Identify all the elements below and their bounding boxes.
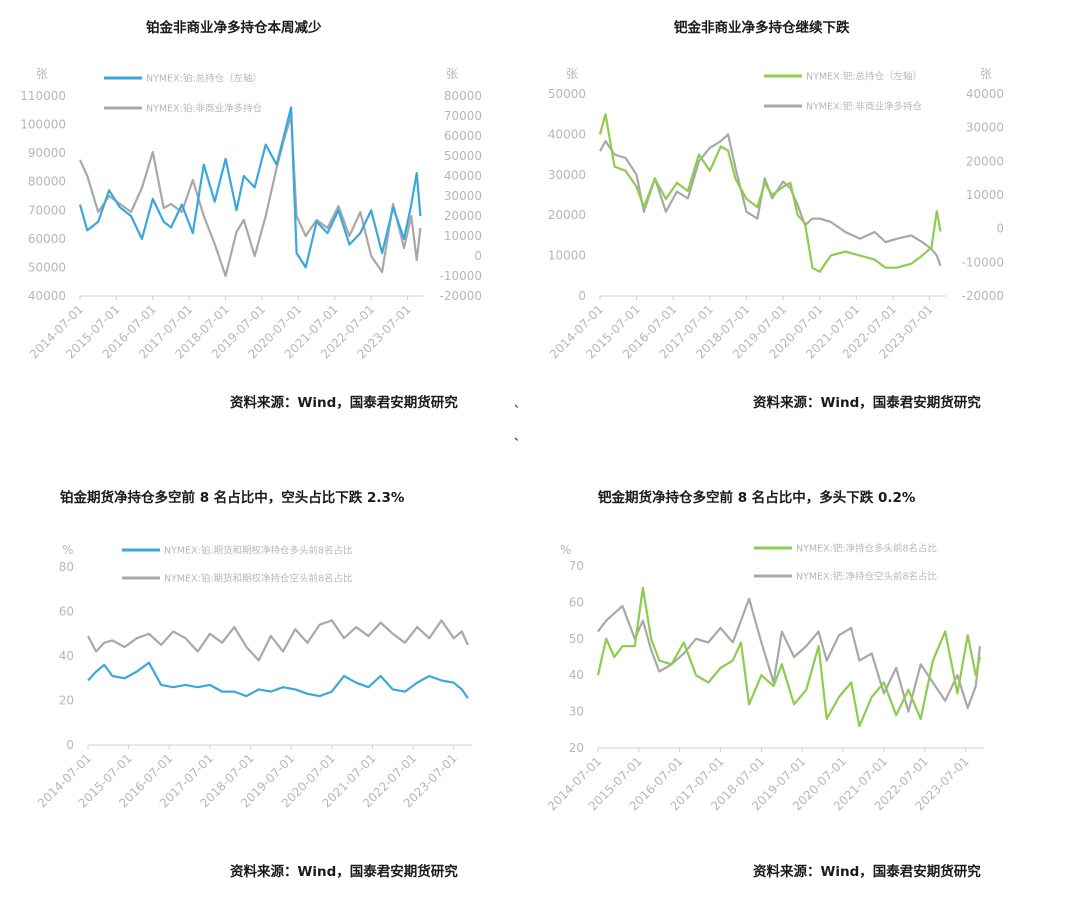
chart-svg: 806040200%2014-07-012015-07-012016-07-01… [35,543,472,810]
y-tick-label-right: 40000 [966,87,1004,101]
y-unit-left: % [560,543,571,557]
y-tick-label-left: 30000 [548,168,586,182]
y-tick-label-left: 100000 [20,118,66,132]
source-note: 资料来源：Wind，国泰君安期货研究 [230,864,458,880]
y-tick-label-left: 40000 [28,289,66,303]
y-tick-label-right: 40000 [444,169,482,183]
y-tick-label-left: 20 [569,741,584,755]
chart-svg: 50000 40000 30000 20000 10000 0 40000 30000 2000… [547,67,1004,361]
y-tick-label-left: 0 [66,738,74,752]
y-tick-label-left: 40 [569,668,584,682]
y-unit-left: % [62,543,73,557]
y-tick-label-right: 80000 [444,89,482,103]
y-tick-label-left: 20 [59,694,74,708]
chart-title: 铂金非商业净多持仓本周减少 [146,20,322,36]
y-tick-label-right: -20000 [439,289,482,303]
chart-panel-platinum-net-long: 铂金非商业净多持仓本周减少 110000 100000 90000 80000 7000… [0,0,540,420]
y-tick-label-right: 10000 [966,188,1004,202]
legend-label: NYMEX:铂:期货和期权净持仓多头前8名占比 [164,545,353,557]
source-note: 资料来源：Wind，国泰君安期货研究 [230,395,458,411]
y-tick-label-right: 30000 [444,189,482,203]
y-tick-label-left: 50000 [28,260,66,274]
y-tick-label-left: 60 [59,605,74,619]
y-tick-label-left: 50000 [548,87,586,101]
y-unit-right: 张 [446,67,458,81]
y-tick-label-left: 20000 [548,208,586,222]
y-tick-label-right: -10000 [961,255,1004,269]
legend-label: NYMEX:钯:净持仓多头前8名占比 [796,543,937,555]
chart-svg: 1100001000009000080000700006000050000400… [20,67,482,361]
stray-mark: 、 [514,429,527,443]
series-line-0 [78,106,422,269]
y-tick-label-left: 80 [59,560,74,574]
legend-label: NYMEX:铂:期货和期权净持仓空头前8名占比 [164,573,353,585]
y-tick-label-right: 70000 [444,109,482,123]
y-tick-label-left: 40000 [548,127,586,141]
series-line-0 [598,113,942,273]
chart-panel-palladium-top8: 钯金期货净持仓多空前 8 名占比中，多头下跌 0.2% 70 60 50 40 30 20… [540,460,1080,904]
series-line-0 [596,586,981,728]
y-tick-label-left: 50 [569,632,584,646]
y-tick-label-left: 10000 [548,249,586,263]
legend-label: NYMEX:钯:非商业净多持仓 [806,101,923,113]
y-tick-label-left: 60000 [28,232,66,246]
y-tick-label-right: 0 [474,249,482,263]
series-line-0 [87,661,469,699]
y-tick-label-right: 20000 [444,209,482,223]
source-note: 资料来源：Wind，国泰君安期货研究 [753,864,981,880]
y-tick-label-left: 60 [569,595,584,609]
y-unit-left: 张 [36,67,48,81]
legend-label: NYMEX:铂:总持仓（左轴） [146,73,262,85]
y-tick-label-right: 60000 [444,129,482,143]
chart-title: 钯金非商业净多持仓继续下跌 [674,20,850,36]
y-tick-label-left: 110000 [20,89,66,103]
y-tick-label-left: 30 [569,705,584,719]
y-tick-label-right: -10000 [439,269,482,283]
legend-label: NYMEX:铂:非商业净多持仓 [146,103,263,115]
source-note: 资料来源：Wind，国泰君安期货研究 [753,395,981,411]
y-unit-left: 张 [566,67,578,81]
series-line-1 [599,133,942,267]
y-tick-label-right: 0 [996,222,1004,236]
y-unit-right: 张 [980,67,992,81]
y-tick-label-left: 70 [569,559,584,573]
y-tick-label-left: 80000 [28,175,66,189]
stray-mark: 、 [514,396,527,410]
series-line-1 [597,597,981,713]
y-tick-label-left: 70000 [28,203,66,217]
chart-title: 钯金期货净持仓多空前 8 名占比中，多头下跌 0.2% [598,490,916,506]
y-tick-label-right: 10000 [444,229,482,243]
y-tick-label-right: 20000 [966,154,1004,168]
chart-title: 铂金期货净持仓多空前 8 名占比中，空头占比下跌 2.3% [60,490,405,506]
y-tick-label-left: 40 [59,649,74,663]
y-tick-label-right: 50000 [444,149,482,163]
y-tick-label-left: 90000 [28,146,66,160]
series-line-1 [87,619,469,662]
chart-panel-palladium-net-long: 钯金非商业净多持仓继续下跌 50000 40000 30000 20000 10000 0… [540,0,1080,420]
series-line-1 [78,114,422,278]
y-tick-label-right: 30000 [966,121,1004,135]
legend-label: NYMEX:钯:总持仓（左轴） [806,71,922,83]
chart-panel-platinum-top8: 铂金期货净持仓多空前 8 名占比中，空头占比下跌 2.3% 80 60 40 20 0%… [0,460,540,904]
legend-label: NYMEX:钯:净持仓空头前8名占比 [796,571,937,583]
y-tick-label-left: 0 [578,289,586,303]
chart-svg: 706050403020%2014-07-012015-07-012016-07… [545,543,984,813]
y-tick-label-right: -20000 [961,289,1004,303]
